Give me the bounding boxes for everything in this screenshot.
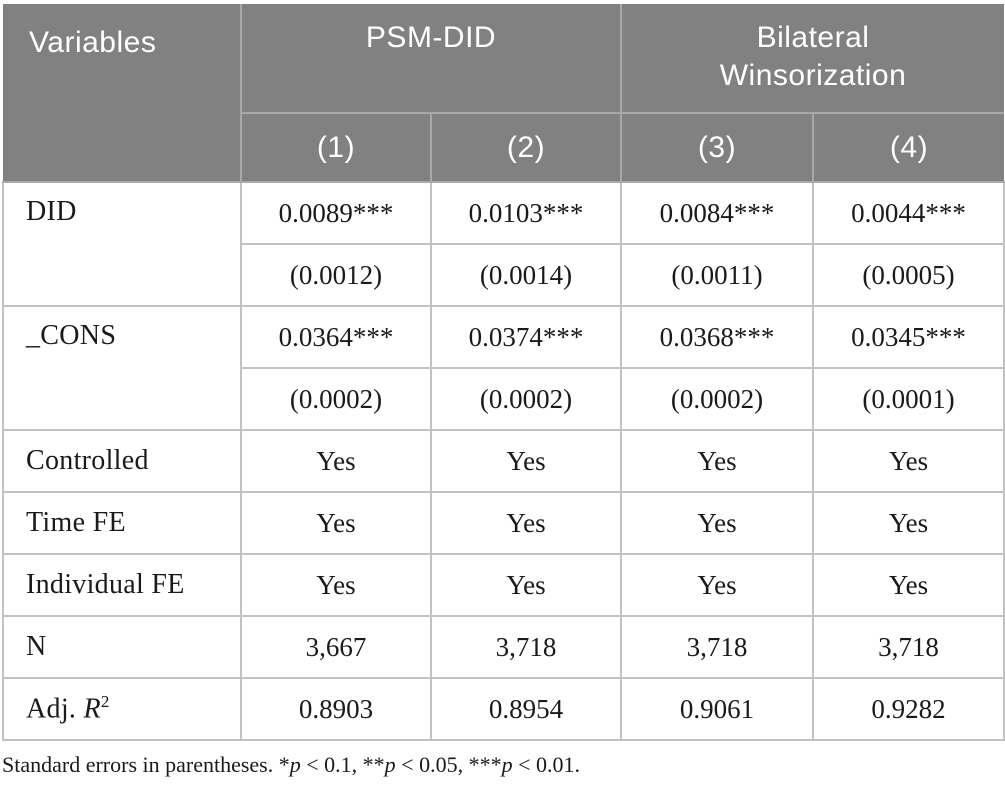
header-col-2: (2) [429, 112, 623, 183]
cell-controlled-3: Yes [620, 429, 815, 493]
footnote-p-1: p [289, 752, 301, 777]
adj-r2-superscript: 2 [100, 692, 110, 712]
footnote-text-2: < 0.1, ** [300, 752, 385, 777]
table-row-individual-fe: Individual FE Yes Yes Yes Yes [2, 553, 1005, 617]
regression-table: Variables PSM-DID Bilateral Winsorizatio… [2, 4, 1005, 741]
footnote-text-1: Standard errors in parentheses. * [2, 752, 290, 777]
cell-cons-coef-3: 0.0368*** [620, 305, 815, 369]
cell-did-se-1: (0.0012) [240, 243, 432, 307]
row-label-controlled: Controlled [2, 429, 242, 493]
cell-controlled-1: Yes [240, 429, 432, 493]
header-group-row: Variables PSM-DID Bilateral Winsorizatio… [3, 4, 1005, 183]
cell-controlled-2: Yes [429, 429, 623, 493]
cell-adj-r2-1: 0.8903 [240, 677, 432, 741]
cell-n-3: 3,718 [620, 615, 815, 679]
table-row-did-se: (0.0012) (0.0014) (0.0011) (0.0005) [3, 243, 1005, 307]
table-row-adj-r2: Adj. R2 0.8903 0.8954 0.9061 0.9282 [2, 677, 1005, 741]
cell-individual-fe-1: Yes [240, 553, 432, 617]
cell-did-se-2: (0.0014) [429, 243, 623, 307]
header-group-bilateral-winsorization: Bilateral Winsorization [620, 4, 1005, 114]
cell-cons-se-1: (0.0002) [240, 367, 432, 431]
cell-did-coef-1: 0.0089*** [240, 181, 432, 245]
table-body: DID 0.0089*** 0.0103*** 0.0084*** 0.0044… [2, 181, 1005, 741]
table-footnote: Standard errors in parentheses. *p < 0.1… [2, 752, 1003, 778]
table-row-cons-se: (0.0002) (0.0002) (0.0002) (0.0001) [3, 367, 1005, 431]
cell-cons-coef-2: 0.0374*** [429, 305, 623, 369]
row-label-individual-fe: Individual FE [2, 553, 242, 617]
cell-time-fe-3: Yes [620, 491, 815, 555]
header-col-4: (4) [812, 112, 1005, 183]
cell-cons-coef-4: 0.0345*** [812, 305, 1005, 369]
cell-n-2: 3,718 [429, 615, 623, 679]
table-row-controlled: Controlled Yes Yes Yes Yes [2, 429, 1005, 493]
adj-r2-prefix: Adj. [26, 693, 84, 725]
row-label-adj-r2: Adj. R2 [2, 677, 242, 741]
header-variables: Variables [3, 4, 242, 183]
header-col-3: (3) [620, 112, 815, 183]
header-model-row: (1) (2) (3) (4) [3, 112, 1005, 183]
cell-did-coef-4: 0.0044*** [812, 181, 1005, 245]
cell-cons-se-4: (0.0001) [812, 367, 1005, 431]
footnote-text-3: < 0.05, *** [395, 752, 502, 777]
adj-r2-symbol: R [83, 693, 101, 725]
table-row-did-coef: DID 0.0089*** 0.0103*** 0.0084*** 0.0044… [2, 181, 1005, 307]
footnote-p-2: p [384, 752, 396, 777]
cell-cons-se-2: (0.0002) [429, 367, 623, 431]
row-label-n: N [2, 615, 242, 679]
cell-n-1: 3,667 [240, 615, 432, 679]
cell-individual-fe-3: Yes [620, 553, 815, 617]
cell-cons-coef-1: 0.0364*** [240, 305, 432, 369]
cell-individual-fe-2: Yes [429, 553, 623, 617]
table-header: Variables PSM-DID Bilateral Winsorizatio… [3, 4, 1005, 183]
table-row-time-fe: Time FE Yes Yes Yes Yes [2, 491, 1005, 555]
cell-time-fe-2: Yes [429, 491, 623, 555]
cell-controlled-4: Yes [812, 429, 1005, 493]
cell-did-se-3: (0.0011) [620, 243, 815, 307]
cell-cons-se-3: (0.0002) [620, 367, 815, 431]
footnote-p-3: p [501, 752, 513, 777]
row-label-cons: _CONS [2, 305, 242, 431]
cell-did-se-4: (0.0005) [812, 243, 1005, 307]
row-label-time-fe: Time FE [2, 491, 242, 555]
cell-n-4: 3,718 [812, 615, 1005, 679]
table-row-n: N 3,667 3,718 3,718 3,718 [2, 615, 1005, 679]
cell-adj-r2-4: 0.9282 [812, 677, 1005, 741]
cell-did-coef-3: 0.0084*** [620, 181, 815, 245]
cell-individual-fe-4: Yes [812, 553, 1005, 617]
header-col-1: (1) [240, 112, 432, 183]
footnote-text-4: < 0.01. [512, 752, 581, 777]
table-row-cons-coef: _CONS 0.0364*** 0.0374*** 0.0368*** 0.03… [2, 305, 1005, 431]
row-label-did: DID [2, 181, 242, 307]
cell-adj-r2-2: 0.8954 [429, 677, 623, 741]
cell-time-fe-1: Yes [240, 491, 432, 555]
cell-did-coef-2: 0.0103*** [429, 181, 623, 245]
cell-adj-r2-3: 0.9061 [620, 677, 815, 741]
header-group-psm-did: PSM-DID [239, 4, 623, 114]
cell-time-fe-4: Yes [812, 491, 1005, 555]
